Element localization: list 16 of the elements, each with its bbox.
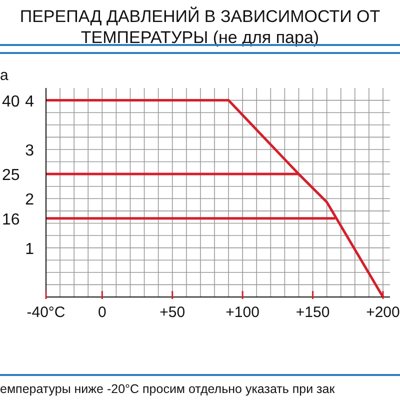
x-tick-label: +150 <box>296 304 330 321</box>
series-label: 25 <box>2 167 20 184</box>
series-label: 16 <box>2 211 20 228</box>
y-tick-label: 1 <box>25 240 34 258</box>
x-tick-label: 0 <box>98 304 106 321</box>
series-label: 40 <box>2 93 20 110</box>
x-tick-label: +100 <box>226 304 260 321</box>
text: емпературы ниже -20°C просим отдельно указать при зак <box>0 382 336 396</box>
y-tick-label: 2 <box>25 192 34 209</box>
chart-title: ПЕРЕПАД ДАВЛЕНИЙ В ЗАВИСИМОСТИ ОТ ТЕМПЕРАТУРЫ (не для пара) <box>20 6 380 47</box>
x-tick-label: +200 <box>366 304 400 321</box>
x-tick-label: -40°C <box>26 304 66 321</box>
y-tick-label: 3 <box>25 142 34 160</box>
x-tick-label: +50 <box>160 304 186 321</box>
y-axis-title: a <box>0 67 9 84</box>
y-tick-label: 4 <box>25 93 34 110</box>
